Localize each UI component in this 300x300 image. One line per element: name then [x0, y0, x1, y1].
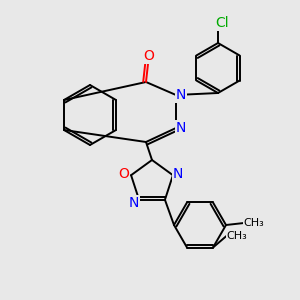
Text: O: O: [144, 49, 154, 63]
Text: CH₃: CH₃: [244, 218, 264, 228]
Text: N: N: [129, 196, 139, 210]
Text: Cl: Cl: [215, 16, 229, 30]
Text: N: N: [176, 121, 186, 135]
Text: O: O: [118, 167, 130, 181]
Text: N: N: [176, 88, 186, 102]
Text: N: N: [173, 167, 183, 181]
Text: CH₃: CH₃: [226, 230, 248, 241]
